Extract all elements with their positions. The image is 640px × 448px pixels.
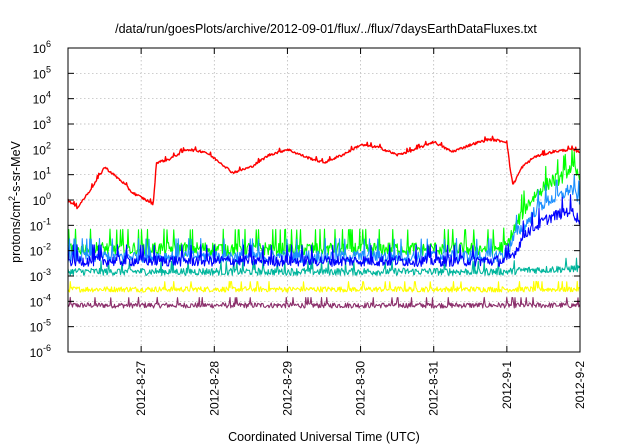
- chart-title: /data/run/goesPlots/archive/2012-09-01/f…: [115, 22, 537, 36]
- y-axis-label-rest: -s-sr-MeV: [9, 140, 23, 196]
- y-tick-label: 106: [33, 39, 51, 56]
- series-layer: [67, 135, 581, 309]
- y-tick-label: 10-4: [30, 292, 51, 309]
- y-tick-base: 10: [30, 346, 44, 360]
- y-tick-exponent: 0: [46, 191, 51, 201]
- y-tick-exponent: 5: [46, 64, 51, 74]
- y-tick-exponent: 4: [46, 90, 51, 100]
- y-tick-base: 10: [30, 321, 44, 335]
- y-tick-base: 10: [33, 143, 47, 157]
- y-tick-label: 10-2: [30, 242, 51, 259]
- y-tick-label: 102: [33, 140, 51, 157]
- series-line: [67, 296, 581, 309]
- y-tick-label: 10-6: [30, 343, 51, 360]
- y-tick-exponent: 3: [46, 115, 51, 125]
- y-tick-base: 10: [30, 245, 44, 259]
- y-tick-exponent: -3: [43, 267, 51, 277]
- series-line: [67, 257, 580, 276]
- y-tick-exponent: -5: [43, 318, 51, 328]
- y-tick-base: 10: [33, 67, 47, 81]
- y-tick-label: 105: [33, 64, 51, 81]
- y-tick-label: 100: [33, 191, 51, 208]
- x-tick-label: 2012-8-29: [280, 361, 294, 416]
- y-axis-label-main: protons/cm: [9, 201, 23, 263]
- x-tick-label: 2012-9-2: [573, 361, 587, 409]
- y-tick-exponent: 6: [46, 39, 51, 49]
- y-tick-exponent: 1: [46, 166, 51, 176]
- y-tick-exponent: -4: [43, 292, 51, 302]
- y-tick-base: 10: [33, 42, 47, 56]
- x-tick-label: 2012-8-31: [427, 361, 441, 416]
- ticks: [68, 47, 581, 353]
- y-tick-base: 10: [33, 93, 47, 107]
- y-tick-exponent: -2: [43, 242, 51, 252]
- x-axis-label: Coordinated Universal Time (UTC): [228, 430, 420, 444]
- y-axis-label-exponent: 2: [7, 196, 17, 201]
- y-tick-labels: 10-610-510-410-310-210-11001011021031041…: [30, 39, 51, 360]
- y-axis-label: protons/cm2-s-sr-MeV: [7, 140, 23, 262]
- x-tick-label: 2012-8-27: [134, 361, 148, 416]
- y-tick-base: 10: [30, 270, 44, 284]
- x-tick-label: 2012-8-30: [354, 361, 368, 416]
- series-line: [67, 148, 581, 257]
- y-tick-base: 10: [30, 295, 44, 309]
- y-tick-label: 101: [33, 166, 51, 183]
- y-tick-label: 10-3: [30, 267, 51, 284]
- x-tick-labels: 2012-8-27 2012-8-28 2012-8-29 2012-8-30 2012…: [134, 361, 587, 416]
- y-tick-base: 10: [30, 219, 44, 233]
- series-line: [67, 194, 581, 267]
- y-tick-exponent: -1: [43, 216, 51, 226]
- y-tick-base: 10: [33, 194, 47, 208]
- y-tick-label: 104: [33, 90, 51, 107]
- x-tick-label: 2012-9-1: [500, 361, 514, 409]
- y-tick-label: 103: [33, 115, 51, 132]
- y-tick-base: 10: [33, 169, 47, 183]
- y-tick-exponent: 2: [46, 140, 51, 150]
- y-tick-exponent: -6: [43, 343, 51, 353]
- series-line: [67, 280, 580, 293]
- series-line: [67, 135, 580, 210]
- y-tick-label: 10-1: [30, 216, 51, 233]
- y-tick-base: 10: [33, 118, 47, 132]
- x-tick-label: 2012-8-28: [207, 361, 221, 416]
- y-tick-label: 10-5: [30, 318, 51, 335]
